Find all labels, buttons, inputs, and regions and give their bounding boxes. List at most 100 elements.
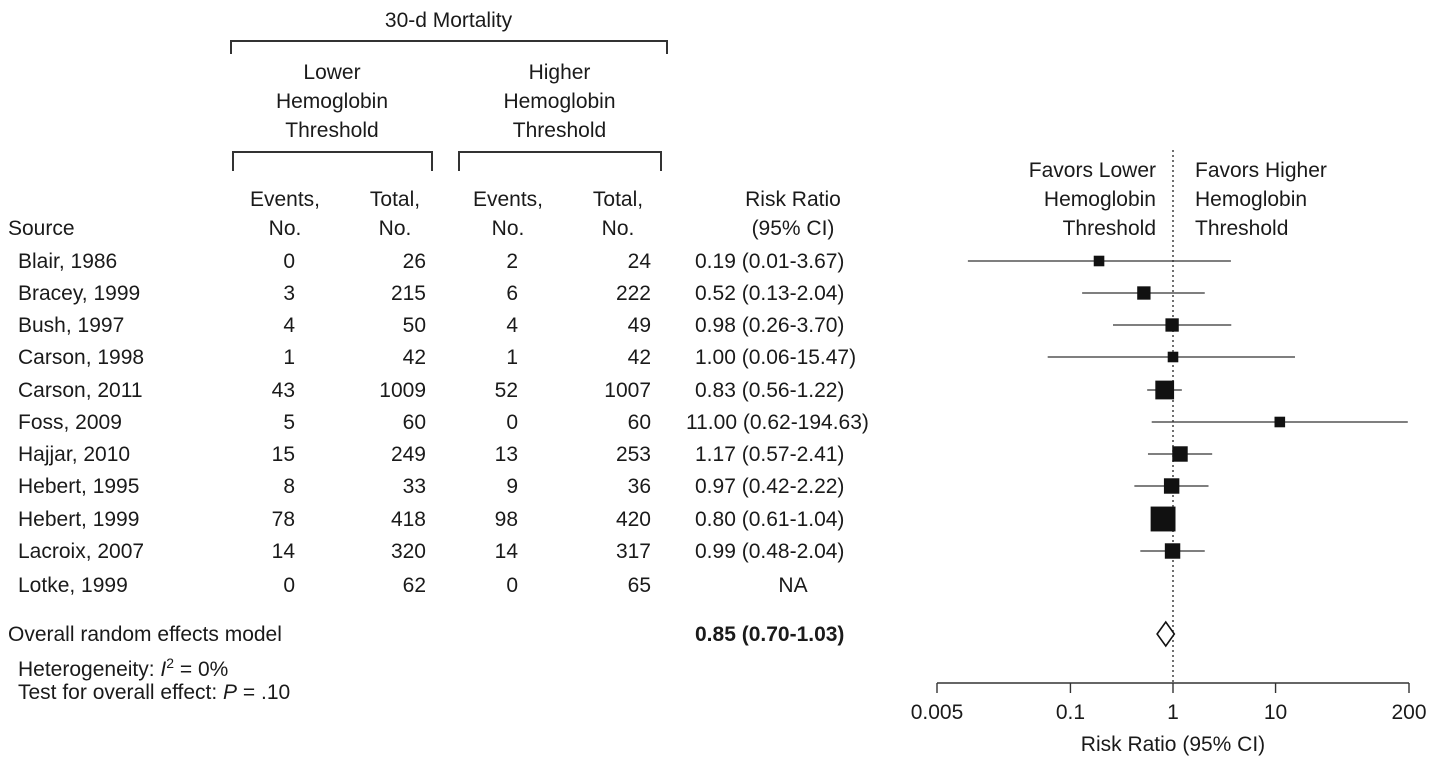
- col-lower-events-line2: No.: [268, 217, 302, 240]
- col-rr-line2: (95% CI): [751, 217, 835, 240]
- overall-diamond: [1156, 620, 1176, 648]
- row-higher-events: 9: [506, 475, 518, 498]
- row-lower-total: 42: [402, 346, 426, 369]
- row-risk-ratio: 0.98 (0.26-3.70): [695, 314, 845, 337]
- row-lower-events: 14: [271, 540, 295, 563]
- row-source: Carson, 1998: [18, 346, 145, 369]
- favors-lower-line1: Favors Lower: [1028, 159, 1156, 182]
- x-tick-label: 1: [1167, 701, 1179, 724]
- row-higher-total: 36: [627, 475, 651, 498]
- point-estimate: [1167, 351, 1179, 363]
- overall-risk-ratio: 0.85 (0.70-1.03): [695, 623, 845, 646]
- row-higher-total: 42: [627, 346, 651, 369]
- row-lower-total: 33: [402, 475, 426, 498]
- col-lower-events-line1: Events,: [249, 188, 321, 211]
- group-title: 30-d Mortality: [384, 9, 513, 32]
- row-source: Hebert, 1995: [18, 475, 140, 498]
- overall-label: Overall random effects model: [8, 623, 282, 646]
- higher-group-line1: Higher: [528, 61, 591, 84]
- row-risk-ratio: 0.52 (0.13-2.04): [695, 282, 845, 305]
- row-source: Bush, 1997: [18, 314, 125, 337]
- x-tick-label: 200: [1391, 701, 1426, 724]
- row-risk-ratio: NA: [778, 574, 808, 597]
- row-higher-total: 317: [615, 540, 651, 563]
- col-lower-total-line1: Total,: [369, 188, 421, 211]
- row-lower-events: 4: [283, 314, 295, 337]
- row-lower-total: 249: [390, 443, 426, 466]
- row-lower-total: 418: [390, 508, 426, 531]
- row-source: Carson, 2011: [18, 379, 143, 402]
- row-risk-ratio: 0.97 (0.42-2.22): [695, 475, 845, 498]
- x-tick-label: 0.005: [911, 701, 964, 724]
- row-higher-total: 253: [615, 443, 651, 466]
- higher-group-line3: Threshold: [512, 119, 607, 142]
- row-risk-ratio: 11.00 (0.62-194.63): [686, 411, 869, 434]
- col-higher-events-line1: Events,: [472, 188, 544, 211]
- favors-lower-line3: Threshold: [1062, 217, 1156, 240]
- col-higher-total-line2: No.: [601, 217, 635, 240]
- row-higher-events: 6: [506, 282, 518, 305]
- heterogeneity-text: Heterogeneity: I2 = 0%: [18, 656, 228, 680]
- favors-higher-line3: Threshold: [1195, 217, 1289, 240]
- higher-bracket-right: [660, 151, 662, 171]
- higher-bracket-left: [458, 151, 460, 171]
- point-estimate: [1163, 478, 1180, 494]
- row-lower-events: 1: [283, 346, 295, 369]
- row-lower-events: 3: [283, 282, 295, 305]
- col-rr-line1: Risk Ratio: [745, 188, 841, 211]
- favors-higher-line1: Favors Higher: [1195, 159, 1327, 182]
- row-source: Lacroix, 2007: [18, 540, 145, 563]
- row-source: Hajjar, 2010: [18, 443, 131, 466]
- row-lower-total: 215: [390, 282, 426, 305]
- row-higher-total: 24: [627, 250, 651, 273]
- row-higher-events: 0: [506, 574, 518, 597]
- x-tick-label: 10: [1264, 701, 1287, 724]
- row-higher-total: 49: [627, 314, 651, 337]
- lower-bracket-top: [232, 151, 432, 153]
- row-higher-events: 0: [506, 411, 518, 434]
- row-higher-events: 14: [494, 540, 518, 563]
- favors-lower-line2: Hemoglobin: [1043, 188, 1156, 211]
- row-lower-total: 320: [390, 540, 426, 563]
- higher-group-line2: Hemoglobin: [503, 90, 616, 113]
- overall-test-value: = .10: [237, 681, 291, 704]
- col-source: Source: [8, 217, 75, 240]
- row-lower-total: 62: [402, 574, 426, 597]
- col-lower-total-line2: No.: [378, 217, 412, 240]
- row-higher-events: 13: [494, 443, 518, 466]
- row-lower-total: 60: [402, 411, 426, 434]
- row-source: Lotke, 1999: [18, 574, 128, 597]
- point-estimate: [1165, 318, 1179, 332]
- row-higher-total: 420: [615, 508, 651, 531]
- row-risk-ratio: 0.83 (0.56-1.22): [695, 379, 845, 402]
- point-estimate: [1172, 446, 1188, 462]
- row-lower-events: 0: [283, 250, 295, 273]
- col-higher-total-line1: Total,: [592, 188, 644, 211]
- group-bracket-left: [230, 40, 232, 54]
- row-higher-events: 4: [506, 314, 518, 337]
- row-lower-events: 0: [283, 574, 295, 597]
- row-higher-events: 1: [506, 346, 518, 369]
- x-tick-label: 0.1: [1056, 701, 1085, 724]
- overall-test-text: Test for overall effect: P = .10: [18, 682, 290, 703]
- row-higher-total: 1007: [604, 379, 651, 402]
- favors-higher-line2: Hemoglobin: [1195, 188, 1308, 211]
- row-lower-total: 1009: [379, 379, 426, 402]
- lower-bracket-right: [431, 151, 433, 171]
- overall-test-p: P: [223, 681, 238, 704]
- lower-group-line1: Lower: [303, 61, 361, 84]
- row-higher-events: 2: [506, 250, 518, 273]
- row-risk-ratio: 1.17 (0.57-2.41): [695, 443, 845, 466]
- col-higher-events-line2: No.: [491, 217, 525, 240]
- higher-bracket-top: [458, 151, 661, 153]
- point-estimate: [1274, 416, 1286, 428]
- row-higher-events: 98: [494, 508, 518, 531]
- point-estimate: [1164, 543, 1181, 559]
- overall-test-prefix: Test for overall effect:: [18, 681, 224, 704]
- row-risk-ratio: 0.80 (0.61-1.04): [695, 508, 845, 531]
- heterogeneity-prefix: Heterogeneity:: [18, 658, 161, 681]
- group-bracket-right: [666, 40, 668, 54]
- heterogeneity-i: I: [160, 658, 167, 681]
- point-estimate: [1155, 380, 1175, 400]
